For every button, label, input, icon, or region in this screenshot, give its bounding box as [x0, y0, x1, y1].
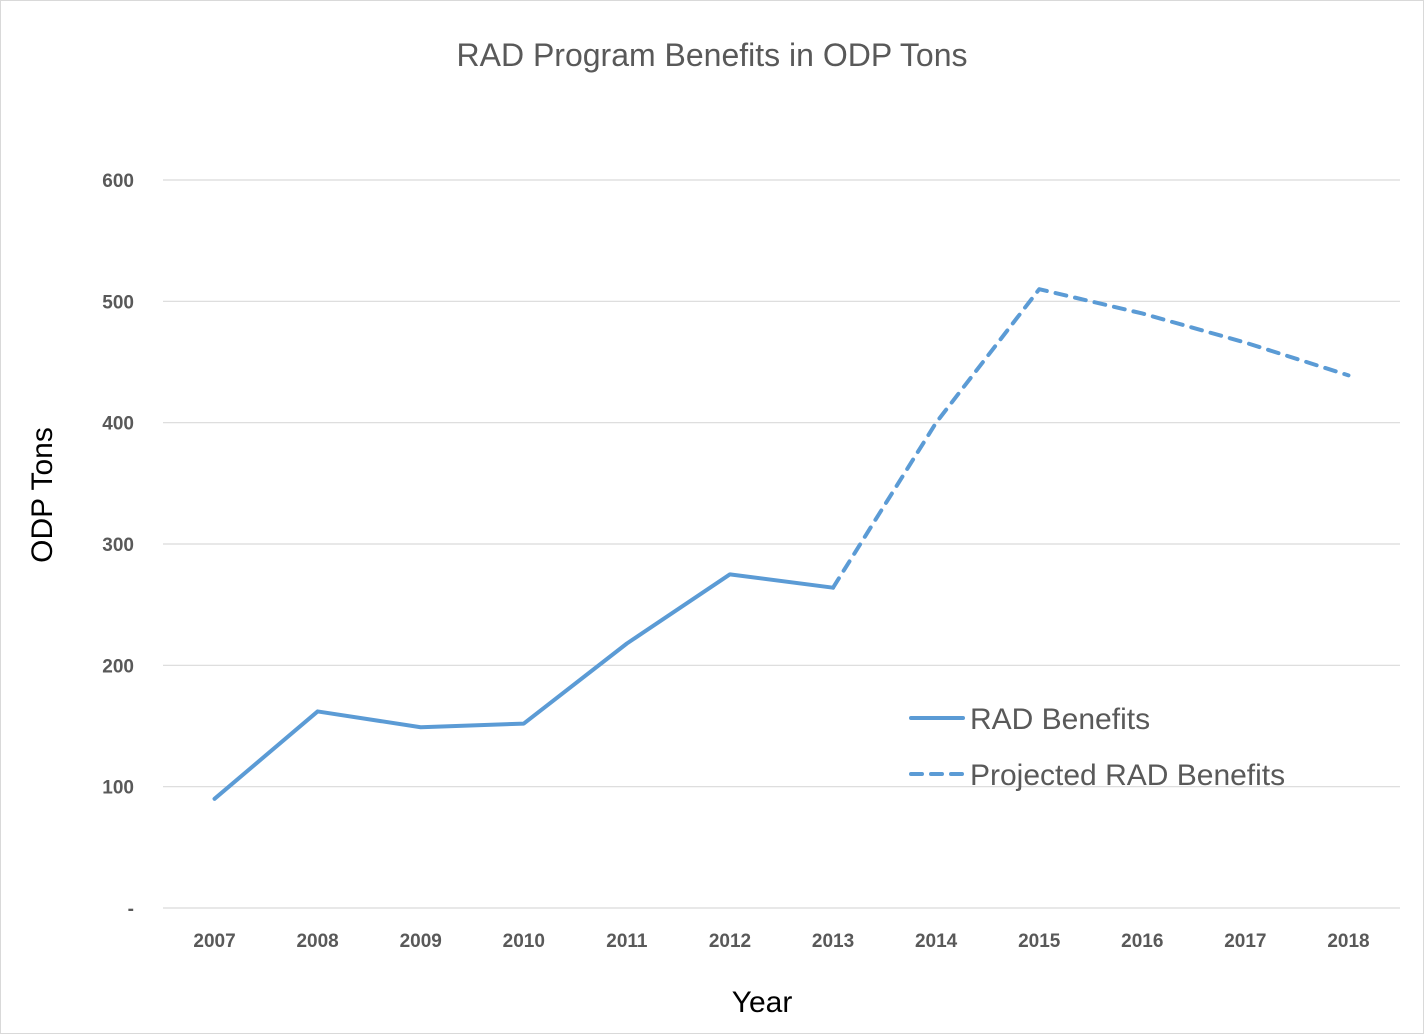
projected-series-line: [831, 287, 1351, 590]
y-tick-label: 400: [102, 414, 134, 435]
x-tick-label: 2016: [1121, 931, 1163, 952]
x-tick-label: 2017: [1224, 931, 1266, 952]
y-tick-label: 300: [102, 535, 134, 556]
y-axis-label: ODP Tons: [26, 427, 59, 563]
series-lines: [212, 287, 1351, 801]
x-tick-label: 2011: [606, 931, 648, 952]
x-axis-label: Year: [732, 986, 793, 1019]
x-tick-label: 2014: [915, 931, 958, 952]
x-tick-label: 2008: [296, 931, 338, 952]
x-tick-label: 2012: [709, 931, 751, 952]
gridlines: [163, 179, 1400, 909]
x-tick-label: 2007: [193, 931, 235, 952]
actual-series-line: [212, 572, 836, 801]
y-tick-label: 200: [102, 656, 134, 677]
legend-label: RAD Benefits: [970, 703, 1150, 736]
chart-title: RAD Program Benefits in ODP Tons: [456, 37, 967, 73]
legend-label: Projected RAD Benefits: [970, 759, 1285, 792]
y-tick-label: 100: [102, 778, 134, 799]
x-axis-ticks: 2007 2008 2009 2010 2011 2012 2013 2014 2015 2016…: [193, 931, 1369, 952]
legend: RAD Benefits Projected RAD Benefits: [909, 703, 1285, 792]
x-tick-label: 2010: [503, 931, 545, 952]
y-tick-label: -: [128, 899, 134, 920]
x-tick-label: 2015: [1018, 931, 1061, 952]
y-tick-label: 600: [102, 171, 134, 192]
y-axis-ticks: - 100 200 300 400 500 600: [102, 171, 134, 920]
x-tick-label: 2009: [400, 931, 442, 952]
x-tick-label: 2018: [1327, 931, 1369, 952]
y-tick-label: 500: [102, 292, 134, 313]
x-tick-label: 2013: [812, 931, 854, 952]
